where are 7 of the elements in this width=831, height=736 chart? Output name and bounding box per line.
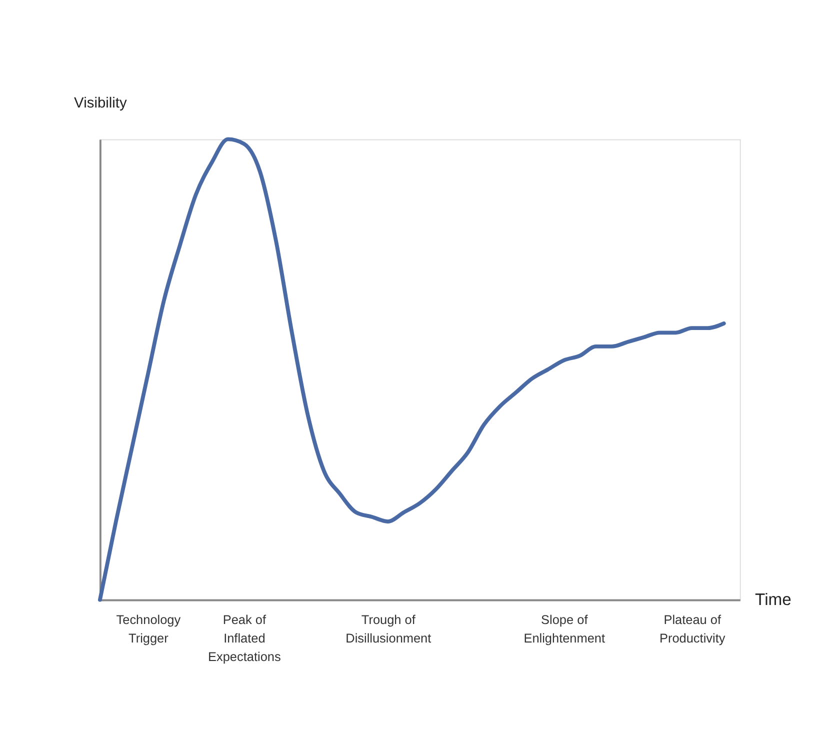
y-axis-title: Visibility xyxy=(74,95,128,112)
x-axis-title: Time xyxy=(755,590,792,610)
x-tick-label: Plateau of Productivity xyxy=(659,612,726,646)
x-tick-label: Peak of Inflated Expectations xyxy=(208,612,281,664)
x-tick-label: Slope of Enlightenment xyxy=(524,612,606,646)
x-tick-label: Trough of Disillusionment xyxy=(346,612,432,646)
x-tick-label: Technology Trigger xyxy=(116,612,182,646)
